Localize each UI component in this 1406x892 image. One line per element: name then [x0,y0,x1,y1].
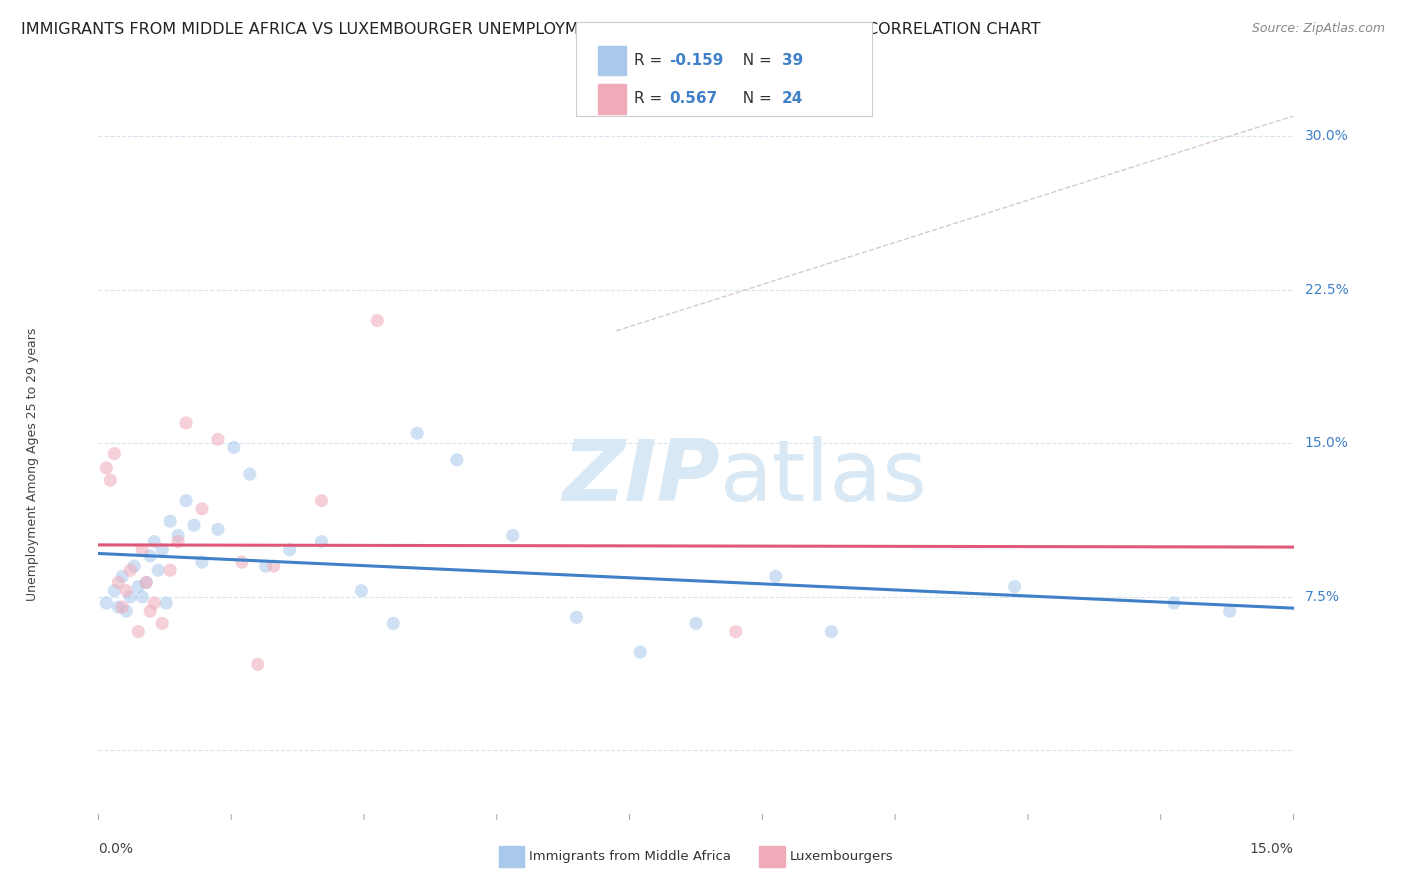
Point [159,563,181,577]
Point [103,447,125,461]
Point [366,313,388,327]
Text: Immigrants from Middle Africa: Immigrants from Middle Africa [529,850,731,863]
Text: IMMIGRANTS FROM MIDDLE AFRICA VS LUXEMBOURGER UNEMPLOYMENT AMONG AGES 25 TO 29 Y: IMMIGRANTS FROM MIDDLE AFRICA VS LUXEMBO… [21,22,1040,37]
Point [143,596,166,610]
Point [382,616,405,631]
Point [239,467,262,481]
Point [167,534,190,549]
Point [311,534,333,549]
Point [155,596,177,610]
Point [96,596,118,610]
Point [150,616,173,631]
Point [127,580,149,594]
Point [107,600,129,615]
Point [263,559,285,574]
Point [135,575,157,590]
Point [628,645,651,659]
Point [127,624,149,639]
Text: N =: N = [733,91,776,106]
Point [167,528,190,542]
Point [191,501,214,516]
Point [446,452,468,467]
Text: 15.0%: 15.0% [1250,842,1294,856]
Point [174,493,197,508]
Text: 30.0%: 30.0% [1305,129,1348,144]
Point [565,610,588,624]
Point [1163,596,1185,610]
Point [406,426,429,441]
Point [131,542,153,557]
Point [139,604,162,618]
Point [685,616,707,631]
Point [139,549,162,563]
Point [111,569,134,583]
Point [1004,580,1026,594]
Point [191,555,214,569]
Point [254,559,277,574]
Point [231,555,253,569]
Point [207,522,229,536]
Text: 22.5%: 22.5% [1305,283,1348,297]
Point [98,473,122,487]
Point [103,583,125,598]
Point [115,604,138,618]
Text: 0.567: 0.567 [669,91,717,106]
Point [124,559,146,574]
Point [222,441,245,455]
Text: Unemployment Among Ages 25 to 29 years: Unemployment Among Ages 25 to 29 years [27,327,39,600]
Text: R =: R = [634,91,668,106]
Point [143,534,166,549]
Point [1219,604,1241,618]
Point [148,563,170,577]
Text: N =: N = [733,54,776,68]
Text: -0.159: -0.159 [669,54,724,68]
Point [150,542,173,557]
Point [502,528,524,542]
Point [724,624,747,639]
Point [183,518,205,533]
Point [159,514,181,528]
Point [135,575,157,590]
Point [820,624,842,639]
Point [207,432,229,446]
Text: 24: 24 [782,91,803,106]
Point [111,600,134,615]
Text: ZIP: ZIP [562,436,720,519]
Point [350,583,373,598]
Text: 15.0%: 15.0% [1305,436,1348,450]
Text: 7.5%: 7.5% [1305,590,1340,604]
Point [96,461,118,475]
Point [107,575,129,590]
Text: Source: ZipAtlas.com: Source: ZipAtlas.com [1251,22,1385,36]
Text: atlas: atlas [720,436,928,519]
Point [131,590,153,604]
Text: Luxembourgers: Luxembourgers [790,850,894,863]
Point [278,542,301,557]
Point [120,590,142,604]
Point [174,416,197,430]
Text: 0.0%: 0.0% [98,842,134,856]
Point [120,563,142,577]
Text: R =: R = [634,54,668,68]
Point [765,569,787,583]
Point [115,583,138,598]
Point [246,657,269,672]
Point [311,493,333,508]
Text: 39: 39 [782,54,803,68]
